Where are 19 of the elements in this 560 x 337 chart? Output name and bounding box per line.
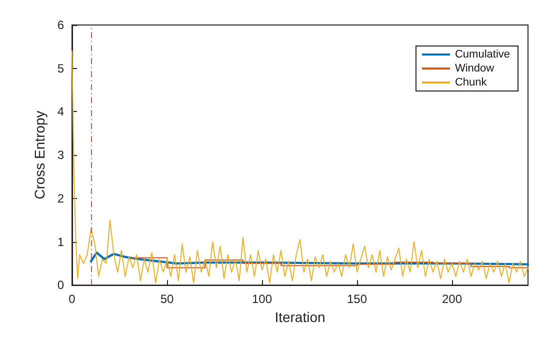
y-tick-label: 0	[57, 278, 64, 292]
line-series	[72, 50, 528, 284]
y-tick-label: 6	[57, 18, 64, 32]
y-tick-label: 1	[57, 234, 64, 249]
y-tick-label: 3	[57, 148, 64, 162]
x-tick-label: 200	[442, 292, 462, 306]
legend-label: Chunk	[454, 76, 488, 88]
y-axis-title: Cross Entropy	[31, 110, 48, 200]
legend-label: Cumulative	[454, 48, 510, 60]
y-tick-label: 5	[57, 61, 64, 76]
y-tick-label: 4	[57, 104, 64, 119]
x-tick-label: 100	[252, 292, 272, 306]
x-tick-label: 150	[346, 292, 368, 306]
x-axis-title: Iteration	[274, 309, 326, 325]
legend-label: Window	[454, 62, 494, 74]
y-tick-label: 2	[57, 191, 64, 206]
line-series	[90, 251, 530, 266]
x-tick-label: 0	[68, 292, 76, 306]
x-tick-label: 50	[160, 292, 174, 306]
